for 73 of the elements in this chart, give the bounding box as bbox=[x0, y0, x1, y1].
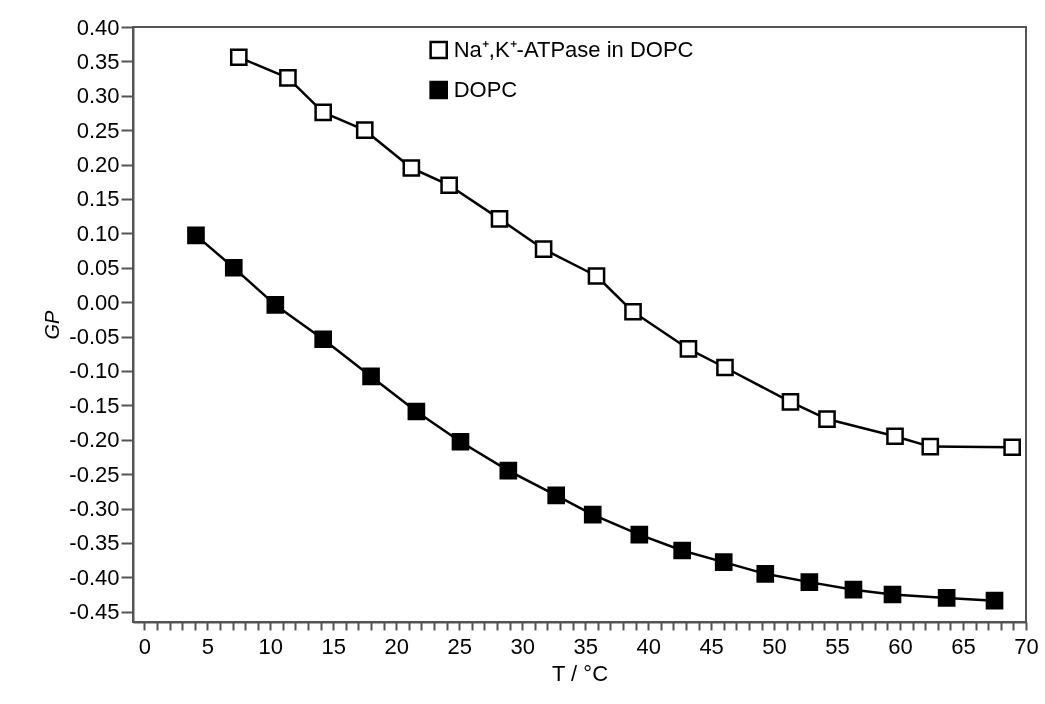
y-tick-label: -0.35 bbox=[69, 530, 120, 556]
y-tick-label: 0.05 bbox=[76, 255, 120, 281]
x-tick-label: 50 bbox=[762, 633, 787, 659]
y-tick-label: 0.30 bbox=[76, 83, 120, 109]
point bbox=[985, 591, 1004, 610]
y-tick-label: 0.25 bbox=[76, 117, 120, 143]
point bbox=[800, 573, 819, 591]
point bbox=[314, 103, 333, 122]
point bbox=[756, 565, 775, 583]
y-tick-label: -0.20 bbox=[69, 427, 120, 453]
x-tick-label: 35 bbox=[573, 633, 598, 659]
x-tick-label: 0 bbox=[138, 633, 151, 659]
point bbox=[679, 340, 698, 358]
y-tick-label: 0.15 bbox=[76, 186, 120, 212]
point bbox=[587, 267, 606, 285]
y-tick-label: 0.00 bbox=[76, 289, 120, 315]
point bbox=[673, 541, 691, 560]
point bbox=[547, 486, 566, 505]
x-tick-label: 5 bbox=[201, 633, 214, 659]
point bbox=[714, 553, 733, 571]
x-tick-label: 10 bbox=[258, 633, 284, 659]
point bbox=[229, 48, 248, 67]
point bbox=[1003, 438, 1021, 457]
x-tick-label: 25 bbox=[447, 633, 472, 659]
x-tick-label: 30 bbox=[510, 633, 535, 659]
y-tick-label: -0.45 bbox=[69, 599, 120, 625]
y-tick-label: -0.40 bbox=[69, 564, 120, 590]
point bbox=[451, 432, 470, 451]
point bbox=[314, 330, 333, 349]
point bbox=[716, 358, 734, 377]
x-tick-label: 45 bbox=[699, 633, 724, 659]
point bbox=[499, 461, 518, 480]
point bbox=[534, 240, 553, 259]
y-tick-label: 0.40 bbox=[76, 14, 120, 40]
y-tick-label: 0.10 bbox=[76, 220, 120, 246]
point bbox=[818, 410, 836, 428]
y-tick-label: 0.35 bbox=[76, 48, 120, 74]
y-tick-label: -0.10 bbox=[69, 358, 120, 384]
point bbox=[355, 121, 374, 140]
x-tick-label: 40 bbox=[636, 633, 661, 659]
y-tick-label: -0.15 bbox=[69, 392, 120, 418]
x-tick-label: 65 bbox=[951, 633, 976, 659]
y-tick-label: 0.20 bbox=[76, 152, 120, 178]
point bbox=[440, 176, 458, 195]
x-tick-label: 60 bbox=[888, 633, 913, 659]
point bbox=[624, 302, 642, 321]
x-tick-label: 55 bbox=[825, 633, 850, 659]
point bbox=[583, 505, 602, 524]
y-tick-label: -0.30 bbox=[69, 496, 120, 521]
point bbox=[187, 226, 205, 245]
point bbox=[883, 585, 902, 604]
point bbox=[279, 69, 297, 87]
point bbox=[490, 210, 509, 228]
y-axis-title: GP bbox=[41, 309, 64, 340]
point bbox=[402, 159, 421, 177]
y-tick-label: -0.05 bbox=[69, 324, 120, 350]
x-tick-label: 20 bbox=[384, 633, 409, 659]
point bbox=[630, 525, 649, 544]
x-axis-title: T / °C bbox=[551, 660, 609, 686]
legend-label: DOPC bbox=[453, 77, 518, 102]
x-tick-label: 15 bbox=[321, 633, 347, 659]
point bbox=[937, 589, 956, 607]
point bbox=[781, 393, 800, 411]
x-tick-label: 70 bbox=[1014, 633, 1039, 659]
point bbox=[224, 258, 243, 277]
point bbox=[921, 437, 940, 456]
legend-label: Na⁺,K⁺-ATPase in DOPC bbox=[453, 37, 694, 62]
point bbox=[407, 402, 426, 421]
point bbox=[266, 296, 285, 314]
y-tick-label: -0.25 bbox=[69, 461, 120, 487]
point bbox=[844, 580, 863, 599]
point bbox=[886, 427, 904, 446]
point bbox=[362, 367, 380, 386]
